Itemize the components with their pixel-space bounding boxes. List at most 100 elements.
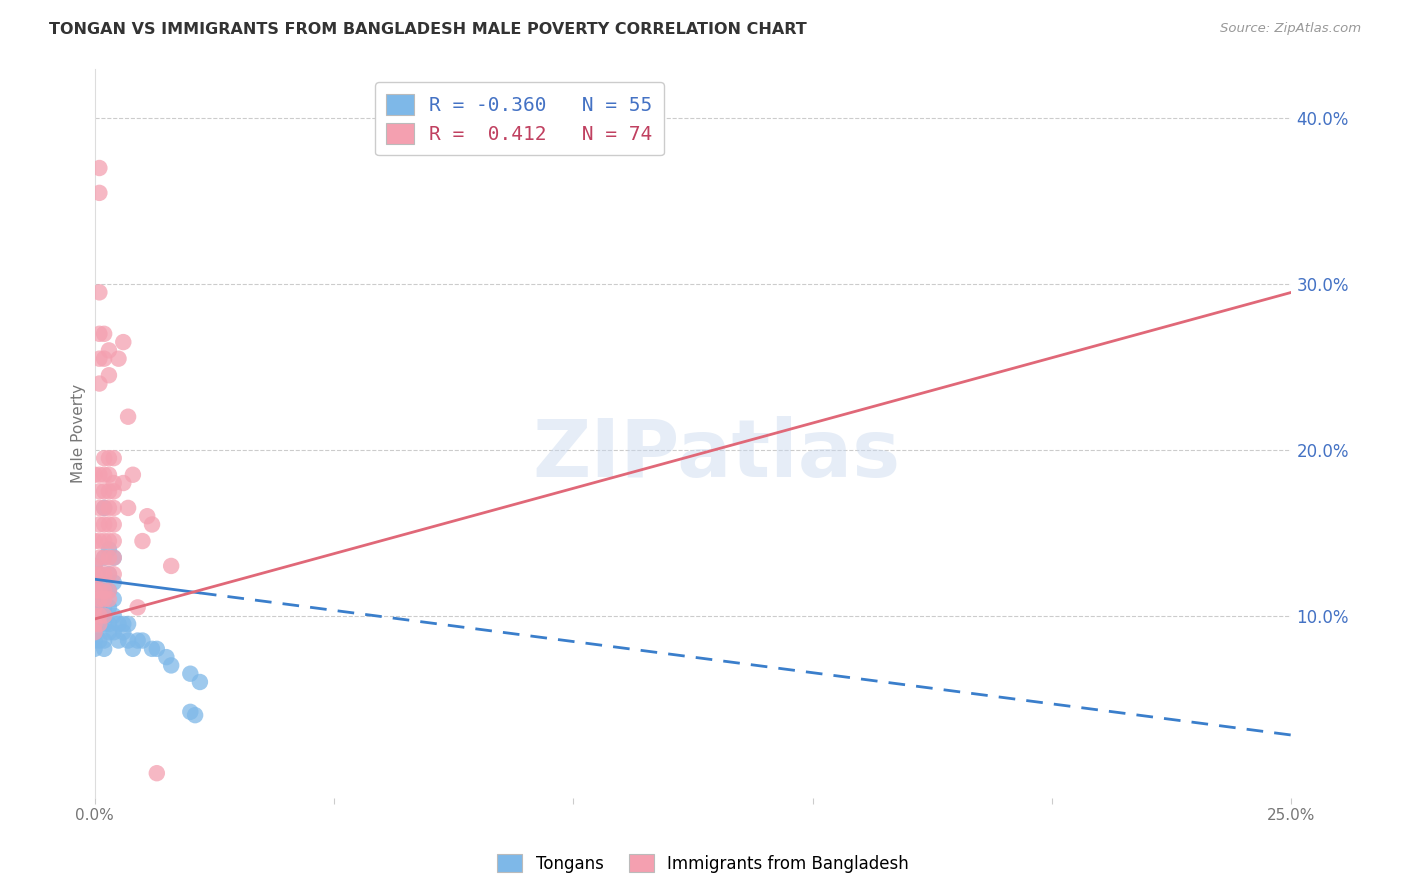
Point <box>97 542 120 557</box>
Point <box>103 625 125 640</box>
Point <box>97 368 120 383</box>
Point <box>89 351 111 366</box>
Point <box>83 592 105 607</box>
Point <box>89 567 111 582</box>
Point <box>89 484 111 499</box>
Point <box>93 351 115 366</box>
Point <box>89 592 111 607</box>
Point <box>179 705 201 719</box>
Point <box>97 517 120 532</box>
Point <box>103 550 125 565</box>
Point <box>97 625 120 640</box>
Point <box>103 567 125 582</box>
Point <box>89 186 111 200</box>
Point <box>141 641 163 656</box>
Point <box>103 476 125 491</box>
Point <box>93 608 115 623</box>
Point <box>103 575 125 590</box>
Point <box>112 335 135 350</box>
Point <box>93 583 115 598</box>
Point <box>93 500 115 515</box>
Point <box>89 633 111 648</box>
Point <box>97 600 120 615</box>
Point <box>97 451 120 466</box>
Point <box>89 161 111 175</box>
Text: TONGAN VS IMMIGRANTS FROM BANGLADESH MALE POVERTY CORRELATION CHART: TONGAN VS IMMIGRANTS FROM BANGLADESH MAL… <box>49 22 807 37</box>
Point <box>97 592 120 607</box>
Point <box>93 567 115 582</box>
Point <box>89 592 111 607</box>
Point <box>117 409 139 424</box>
Point <box>93 517 115 532</box>
Point <box>97 550 120 565</box>
Point <box>97 583 120 598</box>
Point <box>117 617 139 632</box>
Point <box>83 467 105 482</box>
Point <box>89 326 111 341</box>
Point <box>93 592 115 607</box>
Point <box>97 500 120 515</box>
Point <box>103 534 125 549</box>
Point <box>83 617 105 632</box>
Point <box>93 326 115 341</box>
Point <box>93 641 115 656</box>
Point <box>83 534 105 549</box>
Point <box>103 451 125 466</box>
Point <box>160 658 183 673</box>
Point <box>83 575 105 590</box>
Point <box>89 467 111 482</box>
Point <box>93 451 115 466</box>
Point <box>89 583 111 598</box>
Point <box>97 343 120 358</box>
Legend: Tongans, Immigrants from Bangladesh: Tongans, Immigrants from Bangladesh <box>491 847 915 880</box>
Point <box>83 583 105 598</box>
Point <box>117 633 139 648</box>
Point <box>89 517 111 532</box>
Point <box>103 608 125 623</box>
Point <box>127 600 149 615</box>
Point <box>93 550 115 565</box>
Point <box>83 558 105 573</box>
Point <box>93 617 115 632</box>
Point <box>83 567 105 582</box>
Point <box>89 376 111 391</box>
Point <box>141 517 163 532</box>
Point <box>93 500 115 515</box>
Point <box>83 608 105 623</box>
Point <box>83 608 105 623</box>
Point <box>83 641 105 656</box>
Point <box>89 608 111 623</box>
Y-axis label: Male Poverty: Male Poverty <box>72 384 86 483</box>
Point <box>83 583 105 598</box>
Point <box>146 766 169 780</box>
Point <box>83 625 105 640</box>
Point <box>122 641 145 656</box>
Point <box>112 476 135 491</box>
Point <box>103 500 125 515</box>
Point <box>112 617 135 632</box>
Point <box>160 558 183 573</box>
Point <box>155 650 177 665</box>
Legend: R = -0.360   N = 55, R =  0.412   N = 74: R = -0.360 N = 55, R = 0.412 N = 74 <box>375 82 664 155</box>
Point <box>89 285 111 300</box>
Point <box>107 633 129 648</box>
Point <box>89 534 111 549</box>
Point <box>97 484 120 499</box>
Point <box>93 633 115 648</box>
Text: ZIPatlas: ZIPatlas <box>533 417 901 494</box>
Point <box>89 617 111 632</box>
Text: Source: ZipAtlas.com: Source: ZipAtlas.com <box>1220 22 1361 36</box>
Point <box>97 617 120 632</box>
Point <box>83 617 105 632</box>
Point <box>97 567 120 582</box>
Point <box>83 558 105 573</box>
Point <box>97 534 120 549</box>
Point <box>131 633 153 648</box>
Point <box>97 567 120 582</box>
Point <box>83 575 105 590</box>
Point <box>127 633 149 648</box>
Point <box>89 500 111 515</box>
Point <box>97 467 120 482</box>
Point <box>107 351 129 366</box>
Point <box>179 666 201 681</box>
